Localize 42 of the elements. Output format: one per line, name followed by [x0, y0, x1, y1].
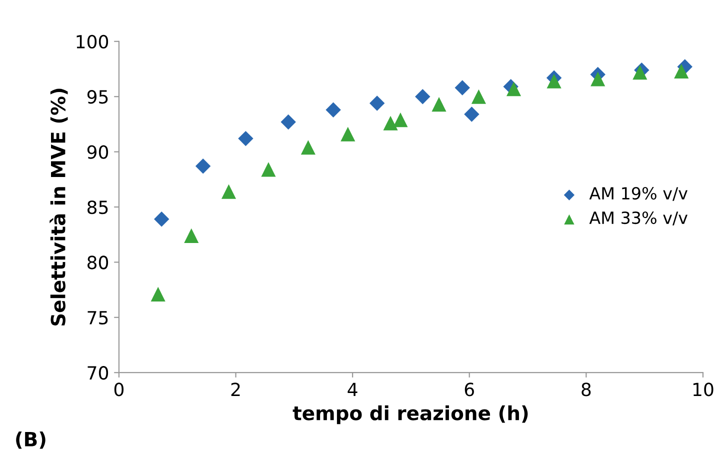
point [150, 286, 166, 302]
point [415, 88, 430, 104]
x-tick-label: 2 [231, 382, 240, 396]
point [590, 72, 606, 86]
x-tick-label: 8 [582, 382, 591, 396]
point [154, 212, 170, 227]
point [674, 64, 689, 78]
point [195, 158, 211, 174]
x-tick-label: 0 [114, 382, 124, 396]
x-axis-title: tempo di reazione (h) [292, 405, 528, 424]
point [184, 228, 199, 243]
point [393, 112, 408, 128]
point [221, 184, 236, 199]
point [261, 162, 276, 177]
y-tick-label: 95 [87, 90, 108, 104]
x-tick-label: 4 [348, 382, 358, 396]
point [369, 96, 385, 111]
text: (B) [16, 431, 46, 449]
legend-label: AM 33% v/v [589, 211, 688, 226]
point [280, 114, 296, 130]
point [464, 106, 480, 122]
legend-label: AM 19% v/v [589, 186, 688, 201]
point [632, 65, 648, 80]
point [383, 116, 398, 130]
y-tick-label: 85 [87, 200, 108, 214]
point [546, 74, 562, 88]
point [300, 140, 316, 155]
y-tick-label: 75 [88, 311, 108, 325]
point [326, 102, 341, 118]
point [506, 82, 522, 96]
point [454, 80, 470, 96]
point [432, 97, 446, 112]
point [340, 126, 356, 142]
y-axis-title: Selettività in MVE (%) [50, 88, 68, 326]
y-tick-label: 90 [87, 145, 108, 159]
y-tick-label: 80 [87, 256, 108, 270]
point [238, 130, 254, 146]
x-tick-label: 10 [693, 382, 714, 396]
y-tick-label: 100 [76, 34, 108, 49]
point [471, 89, 486, 104]
y-tick-label: 70 [88, 366, 108, 380]
x-tick-label: 6 [464, 382, 474, 396]
